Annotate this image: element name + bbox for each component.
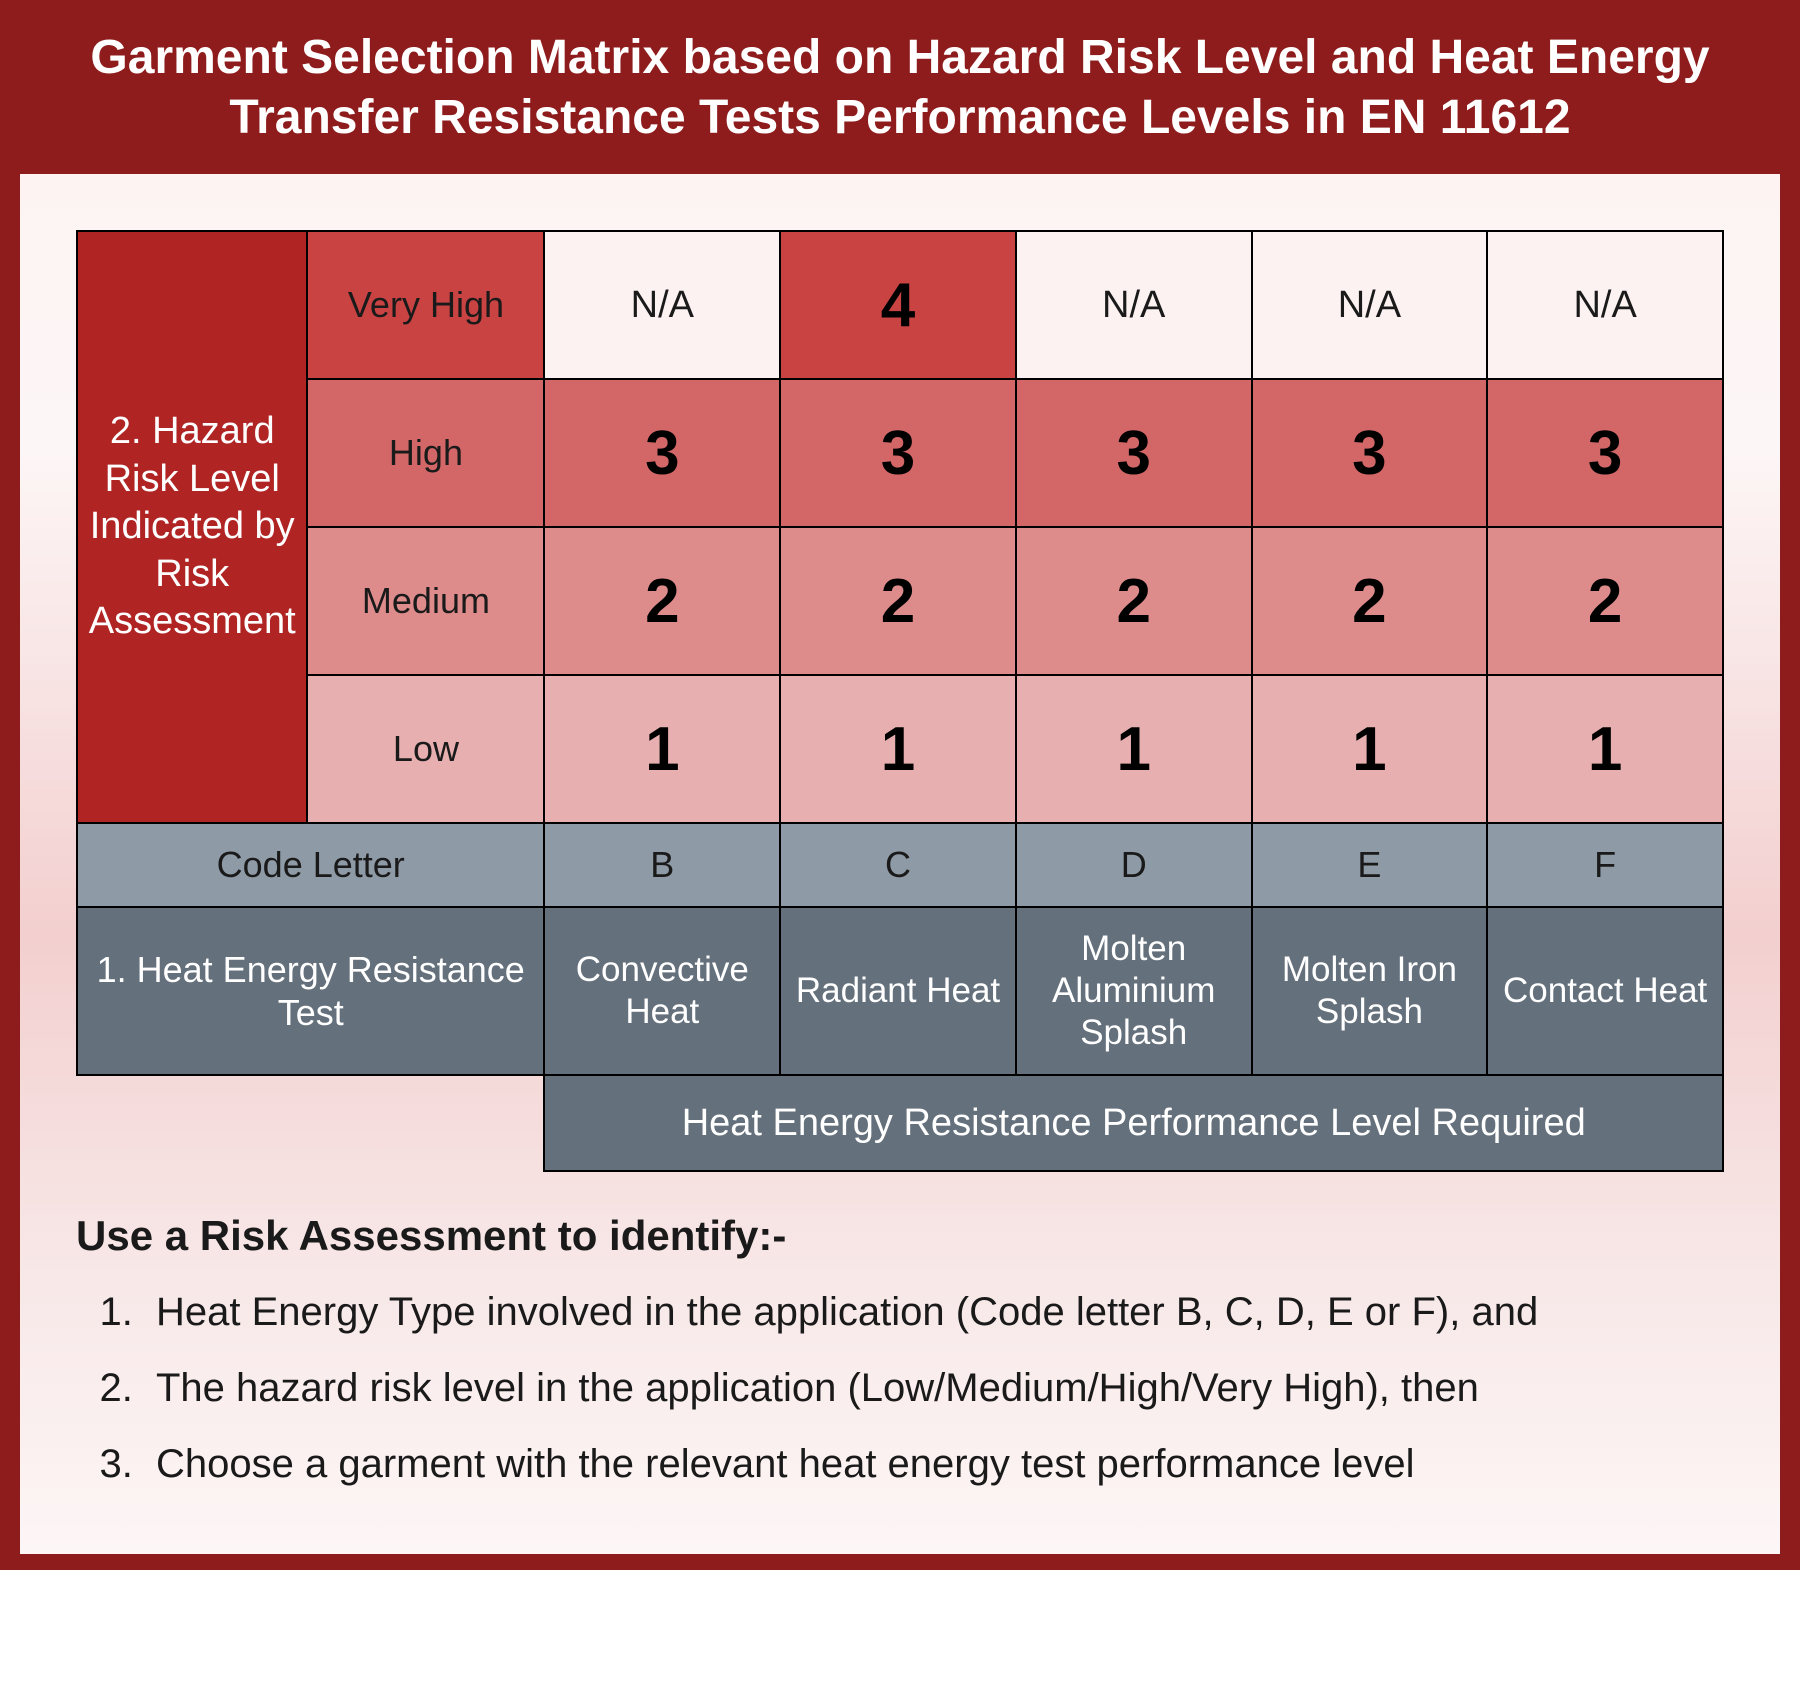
- test-e: Molten Iron Splash: [1252, 907, 1488, 1075]
- test-label: 1. Heat Energy Resistance Test: [77, 907, 544, 1075]
- outer-frame: Garment Selection Matrix based on Hazard…: [0, 0, 1800, 1570]
- cell-m-f: 2: [1487, 527, 1723, 675]
- cell-vh-e: N/A: [1252, 231, 1488, 379]
- code-letter-d: D: [1016, 823, 1252, 907]
- cell-h-b: 3: [544, 379, 780, 527]
- code-letter-e: E: [1252, 823, 1488, 907]
- instructions-block: Use a Risk Assessment to identify:- Heat…: [76, 1212, 1724, 1490]
- row-code-letter: Code Letter B C D E F: [77, 823, 1723, 907]
- row-low: Low 1 1 1 1 1: [77, 675, 1723, 823]
- cell-l-f: 1: [1487, 675, 1723, 823]
- instruction-1: Heat Energy Type involved in the applica…: [144, 1286, 1724, 1338]
- cell-vh-f: N/A: [1487, 231, 1723, 379]
- cell-vh-c: 4: [780, 231, 1016, 379]
- row-footer: Heat Energy Resistance Performance Level…: [77, 1075, 1723, 1171]
- row-high: High 3 3 3 3 3: [77, 379, 1723, 527]
- footer-spacer: [77, 1075, 544, 1171]
- test-b: Convective Heat: [544, 907, 780, 1075]
- hazard-risk-side-header-text: 2. Hazard Risk Level Indicated by Risk A…: [78, 408, 306, 646]
- code-letter-b: B: [544, 823, 780, 907]
- cell-h-e: 3: [1252, 379, 1488, 527]
- cell-m-b: 2: [544, 527, 780, 675]
- cell-m-d: 2: [1016, 527, 1252, 675]
- cell-l-b: 1: [544, 675, 780, 823]
- code-letter-c: C: [780, 823, 1016, 907]
- cell-h-f: 3: [1487, 379, 1723, 527]
- instructions-list: Heat Energy Type involved in the applica…: [76, 1286, 1724, 1490]
- code-letter-label: Code Letter: [77, 823, 544, 907]
- row-very-high: 2. Hazard Risk Level Indicated by Risk A…: [77, 231, 1723, 379]
- content-panel: 2. Hazard Risk Level Indicated by Risk A…: [20, 174, 1780, 1554]
- instructions-title: Use a Risk Assessment to identify:-: [76, 1212, 1724, 1260]
- instruction-2: The hazard risk level in the application…: [144, 1362, 1724, 1414]
- cell-l-c: 1: [780, 675, 1016, 823]
- code-letter-f: F: [1487, 823, 1723, 907]
- test-f: Contact Heat: [1487, 907, 1723, 1075]
- test-d: Molten Aluminium Splash: [1016, 907, 1252, 1075]
- test-c: Radiant Heat: [780, 907, 1016, 1075]
- risk-label-high: High: [307, 379, 544, 527]
- cell-m-c: 2: [780, 527, 1016, 675]
- cell-l-e: 1: [1252, 675, 1488, 823]
- cell-h-c: 3: [780, 379, 1016, 527]
- cell-vh-d: N/A: [1016, 231, 1252, 379]
- selection-matrix-table: 2. Hazard Risk Level Indicated by Risk A…: [76, 230, 1724, 1172]
- row-test: 1. Heat Energy Resistance Test Convectiv…: [77, 907, 1723, 1075]
- cell-m-e: 2: [1252, 527, 1488, 675]
- cell-vh-b: N/A: [544, 231, 780, 379]
- cell-l-d: 1: [1016, 675, 1252, 823]
- page-title: Garment Selection Matrix based on Hazard…: [0, 0, 1800, 174]
- footer-label: Heat Energy Resistance Performance Level…: [544, 1075, 1723, 1171]
- risk-label-medium: Medium: [307, 527, 544, 675]
- row-medium: Medium 2 2 2 2 2: [77, 527, 1723, 675]
- risk-label-low: Low: [307, 675, 544, 823]
- hazard-risk-side-header: 2. Hazard Risk Level Indicated by Risk A…: [77, 231, 307, 823]
- risk-label-very-high: Very High: [307, 231, 544, 379]
- cell-h-d: 3: [1016, 379, 1252, 527]
- instruction-3: Choose a garment with the relevant heat …: [144, 1438, 1724, 1490]
